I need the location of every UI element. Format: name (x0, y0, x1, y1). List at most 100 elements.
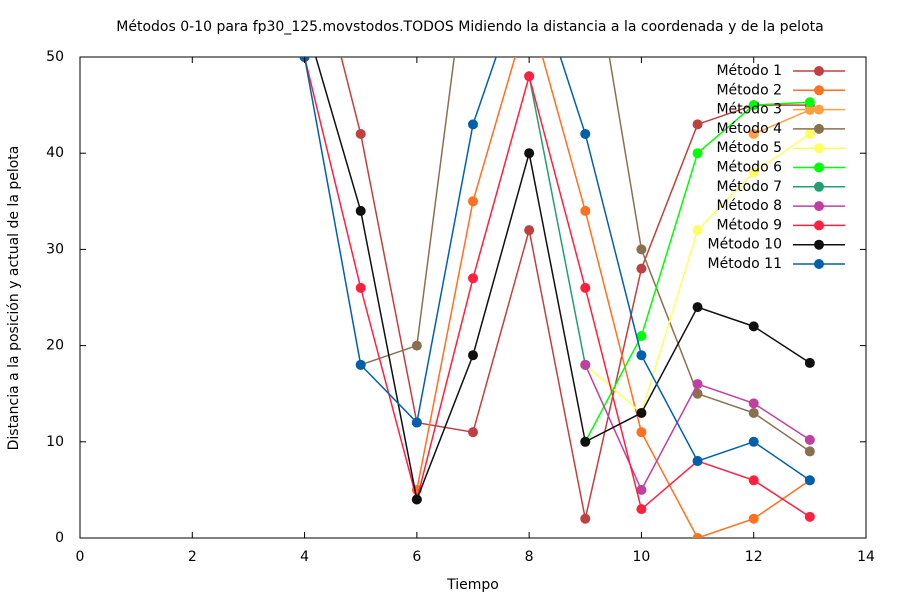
y-tick-label: 50 (46, 49, 64, 65)
legend-marker (814, 123, 824, 134)
plot-area (299, 4, 815, 538)
data-point (524, 148, 535, 159)
y-axis-label: Distancia a la posición y actual de la p… (6, 146, 22, 451)
data-point (692, 379, 703, 390)
x-tick-label: 10 (633, 549, 651, 565)
data-point (468, 273, 478, 284)
data-point (692, 225, 703, 236)
data-point (692, 388, 703, 399)
data-point (580, 128, 591, 139)
data-point (692, 302, 703, 313)
data-point (748, 407, 759, 418)
data-point (524, 71, 535, 82)
data-point (804, 511, 815, 522)
series-line (753, 109, 811, 135)
data-point (748, 513, 759, 524)
data-point (692, 148, 703, 159)
data-point (580, 513, 591, 524)
legend-label: Método 4 (716, 121, 782, 137)
legend-marker (814, 220, 824, 231)
data-point (524, 4, 534, 14)
x-tick-label: 4 (300, 549, 309, 565)
legend-marker (814, 162, 824, 173)
data-point (804, 475, 815, 486)
y-tick-label: 40 (46, 145, 64, 161)
data-point (355, 128, 366, 139)
data-point (355, 282, 366, 293)
data-point (468, 119, 478, 130)
data-point (636, 504, 647, 515)
legend-label: Método 3 (716, 102, 782, 118)
data-point (636, 263, 647, 274)
legend-marker (814, 104, 824, 115)
data-point (804, 446, 815, 457)
data-point (804, 128, 815, 139)
data-point (748, 128, 759, 139)
x-tick-label: 14 (857, 549, 875, 565)
data-point (468, 350, 478, 361)
data-point (804, 434, 815, 445)
y-tick-label: 20 (46, 338, 64, 354)
data-point (748, 398, 759, 409)
data-point (468, 196, 478, 207)
data-point (804, 357, 815, 368)
series-line (303, 57, 811, 481)
data-point (411, 494, 422, 505)
data-point (580, 282, 591, 293)
legend-label: Método 7 (716, 179, 782, 195)
y-tick-label: 0 (55, 530, 64, 546)
legend-label: Método 5 (716, 140, 782, 156)
data-point (524, 225, 535, 236)
data-point (636, 330, 647, 341)
legend-label: Método 2 (716, 82, 782, 98)
series-line (416, 57, 811, 538)
x-tick-label: 0 (76, 549, 85, 565)
x-tick-label: 8 (525, 549, 534, 565)
series-line (528, 76, 587, 365)
data-point (748, 321, 759, 332)
series-line (315, 57, 811, 503)
legend-marker (814, 259, 824, 269)
plot-frame (79, 56, 867, 539)
data-point (411, 417, 422, 428)
x-tick-label: 2 (188, 549, 197, 565)
data-point (636, 427, 647, 438)
data-point (692, 533, 703, 538)
data-point (804, 97, 815, 108)
data-point (748, 436, 759, 447)
chart-title: Métodos 0-10 para fp30_125.movstodos.TOD… (116, 19, 823, 35)
data-point (468, 427, 478, 438)
legend-label: Método 6 (716, 160, 782, 176)
data-point (355, 205, 366, 216)
data-point (748, 167, 759, 178)
data-point (636, 244, 647, 255)
legend-label: Método 1 (716, 63, 782, 79)
legend-label: Método 9 (716, 217, 782, 233)
legend-marker (814, 85, 824, 96)
series-line (340, 57, 810, 519)
legend-marker (814, 239, 824, 250)
y-tick-label: 30 (46, 241, 64, 257)
legend-label: Método 10 (708, 237, 782, 253)
x-tick-label: 6 (412, 549, 421, 565)
data-point (748, 100, 759, 111)
data-point (580, 205, 591, 216)
legend-label: Método 11 (708, 256, 782, 272)
data-point (636, 350, 647, 361)
legend-marker (814, 181, 824, 192)
x-axis-label: Tiempo (446, 577, 499, 593)
data-point (636, 407, 647, 418)
data-point (411, 340, 422, 351)
legend-marker (814, 143, 824, 154)
x-tick-label: 12 (745, 549, 763, 565)
y-tick-label: 10 (46, 434, 64, 450)
data-point (580, 436, 591, 447)
data-point (748, 475, 759, 486)
data-point (692, 456, 703, 467)
legend-label: Método 8 (716, 198, 782, 214)
legend-marker (814, 66, 824, 76)
legend-marker (814, 201, 824, 212)
data-point (636, 484, 647, 495)
data-point (692, 119, 703, 130)
